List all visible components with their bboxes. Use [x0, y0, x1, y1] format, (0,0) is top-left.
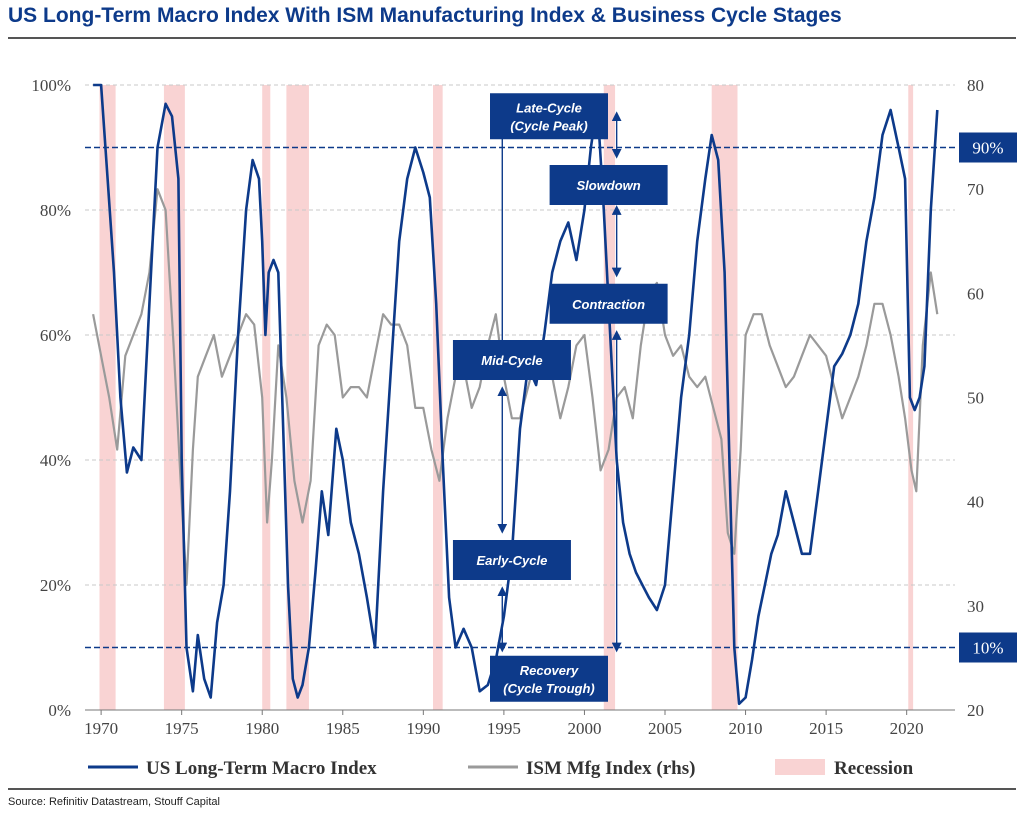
- threshold-label: 10%: [972, 639, 1003, 658]
- threshold-label: 90%: [972, 139, 1003, 158]
- stage-label: Contraction: [572, 297, 645, 312]
- x-tick-label: 2010: [729, 719, 763, 738]
- stage-label: Early-Cycle: [477, 553, 548, 568]
- recession-bands: [99, 85, 914, 710]
- recession-band: [262, 85, 271, 710]
- source-note: Source: Refinitiv Datastream, Stouff Cap…: [8, 796, 220, 808]
- stage-label: Recovery: [520, 663, 579, 678]
- x-tick-label: 2020: [890, 719, 924, 738]
- recession-band: [603, 85, 616, 710]
- stage-box: [490, 93, 608, 140]
- y-left-tick-label: 100%: [31, 76, 71, 95]
- cycle-stage-annotations: Late-Cycle (Cycle Peak) Slowdown Contractio…: [452, 93, 668, 702]
- stage-label: (Cycle Trough): [503, 681, 595, 696]
- y-left-tick-label: 20%: [40, 576, 71, 595]
- threshold-lines: 90% 10%: [85, 132, 1017, 663]
- y-right-tick-label: 20: [967, 701, 984, 720]
- ism-index-line: [92, 188, 939, 587]
- macro-index-line: [93, 83, 939, 706]
- legend-label-ism: ISM Mfg Index (rhs): [526, 758, 695, 779]
- recession-band: [433, 85, 443, 710]
- stage-box: [452, 540, 571, 580]
- y-right-tick-label: 70: [967, 180, 984, 199]
- y-right-tick-label: 40: [967, 493, 984, 512]
- y-left-tick-label: 60%: [40, 326, 71, 345]
- series-lines: [92, 83, 939, 706]
- y-right-tick-label: 50: [967, 389, 984, 408]
- x-tick-label: 2005: [648, 719, 682, 738]
- stage-box: [490, 655, 608, 702]
- chart-canvas: 0% 20% 40% 60% 80% 100% 20 30 40 50 60 70 80 1970 1975…: [31, 76, 1017, 779]
- stage-label: (Cycle Peak): [510, 118, 587, 133]
- title-divider: [8, 37, 1016, 39]
- stage-box: [452, 340, 571, 380]
- gridlines: [85, 84, 955, 711]
- legend: US Long-Term Macro Index ISM Mfg Index (r…: [88, 758, 914, 779]
- stage-label: Slowdown: [576, 178, 640, 193]
- x-tick-label: 1975: [165, 719, 199, 738]
- y-right-tick-label: 80: [967, 76, 984, 95]
- y-left-tick-label: 80%: [40, 201, 71, 220]
- legend-label-macro: US Long-Term Macro Index: [146, 758, 377, 779]
- stage-label: Late-Cycle: [516, 100, 582, 115]
- y-left-tick-label: 0%: [48, 701, 71, 720]
- y-right-tick-label: 30: [967, 597, 984, 616]
- stage-box: [549, 165, 668, 205]
- x-tick-label: 2015: [809, 719, 843, 738]
- x-tick-label: 1985: [326, 719, 360, 738]
- stage-label: Mid-Cycle: [481, 353, 542, 368]
- threshold-badge: [959, 132, 1017, 163]
- footer-divider: [8, 788, 1016, 790]
- x-tick-label: 1995: [487, 719, 521, 738]
- x-tick-label: 1980: [245, 719, 279, 738]
- x-tick-label: 2000: [567, 719, 601, 738]
- recession-band: [286, 85, 309, 710]
- chart-title: US Long-Term Macro Index With ISM Manufa…: [8, 4, 842, 27]
- legend-swatch-recession: [775, 759, 825, 775]
- x-tick-label: 1970: [84, 719, 118, 738]
- x-tick-label: 1990: [406, 719, 440, 738]
- axis-ticks: 0% 20% 40% 60% 80% 100% 20 30 40 50 60 70 80 1970 1975…: [31, 76, 984, 738]
- stage-box: [549, 283, 668, 324]
- threshold-badge: [959, 632, 1017, 663]
- y-right-tick-label: 60: [967, 284, 984, 303]
- legend-label-recession: Recession: [834, 758, 914, 779]
- y-left-tick-label: 40%: [40, 451, 71, 470]
